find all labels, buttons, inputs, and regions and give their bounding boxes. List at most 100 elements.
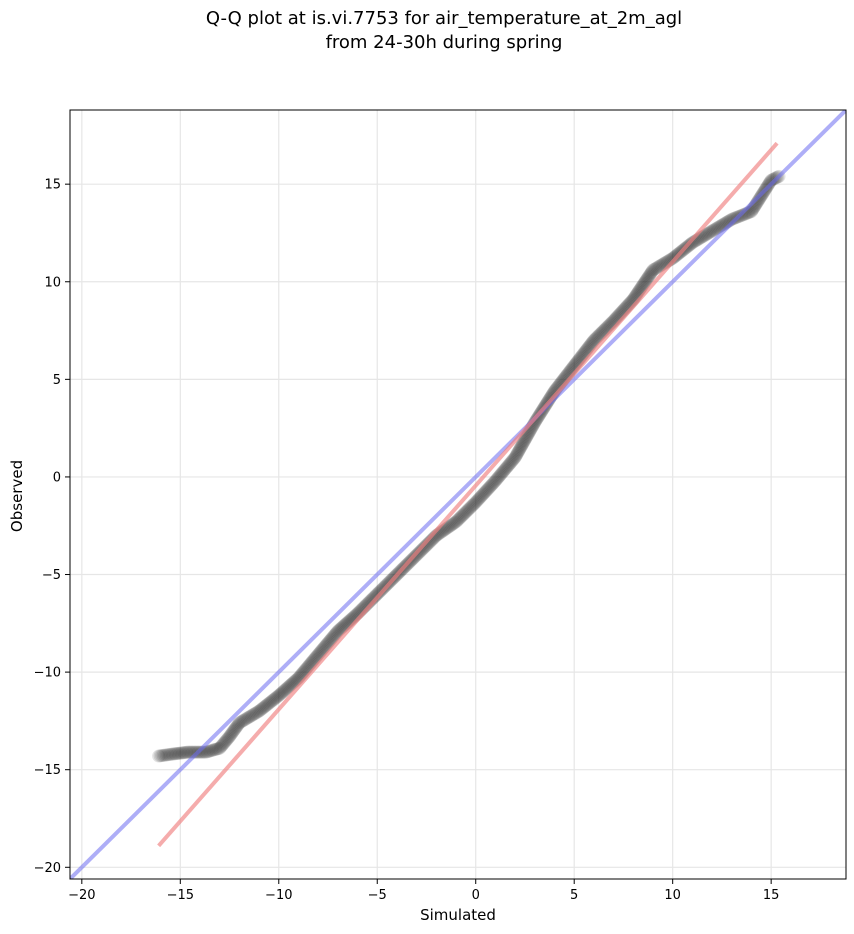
qq-point <box>644 265 658 279</box>
qq-point <box>325 631 339 645</box>
qq-point <box>491 470 505 484</box>
qq-point <box>518 432 532 446</box>
y-tick-label: −15 <box>34 763 61 778</box>
qq-point <box>278 683 292 697</box>
qq-point <box>227 723 241 737</box>
grid-lines <box>70 110 846 879</box>
qq-point <box>464 500 478 514</box>
qq-point <box>217 737 231 751</box>
qq-point <box>450 514 464 528</box>
qq-point <box>153 749 167 763</box>
qq-point <box>484 478 498 492</box>
qq-point <box>503 456 517 470</box>
qq-point <box>286 676 300 690</box>
qq-point <box>644 267 658 281</box>
qq-point <box>231 718 245 732</box>
qq-point <box>173 746 187 760</box>
qq-point <box>258 700 272 714</box>
qq-point <box>236 714 250 728</box>
qq-point <box>263 696 277 710</box>
qq-point <box>453 510 467 524</box>
qq-point <box>480 483 494 497</box>
qq-point <box>330 625 344 639</box>
y-tick-label: 5 <box>53 373 61 388</box>
qq-point <box>447 517 461 531</box>
qq-point <box>223 730 237 744</box>
x-tick-label: 10 <box>664 888 681 903</box>
qq-point <box>509 449 523 463</box>
chart-title-line2: from 24-30h during spring <box>326 32 563 53</box>
qq-point <box>210 742 224 756</box>
qq-point <box>645 264 659 278</box>
qq-point <box>152 749 166 763</box>
qq-point <box>590 330 604 344</box>
qq-point <box>514 440 528 454</box>
qq-point <box>701 226 715 240</box>
qq-point <box>164 747 178 761</box>
qq-point <box>582 339 596 353</box>
qq-point <box>481 482 495 496</box>
qq-point <box>592 328 606 342</box>
qq-point <box>511 445 525 459</box>
qq-point <box>266 693 280 707</box>
qq-point <box>482 481 496 495</box>
qq-point <box>155 749 169 763</box>
qq-point <box>252 704 266 718</box>
qq-point <box>251 705 265 719</box>
x-tick-label: 5 <box>570 888 578 903</box>
qq-point <box>242 710 256 724</box>
qq-point <box>273 688 287 702</box>
qq-point <box>220 733 234 747</box>
qq-point <box>642 269 656 283</box>
qq-point <box>459 505 473 519</box>
qq-point <box>634 280 648 294</box>
qq-point <box>268 691 282 705</box>
qq-point <box>705 224 719 238</box>
qq-point <box>462 502 476 516</box>
qq-point <box>487 475 501 489</box>
qq-point <box>637 276 651 290</box>
qq-point <box>177 746 191 760</box>
qq-point <box>486 476 500 490</box>
qq-point <box>331 624 345 638</box>
qq-point <box>488 474 502 488</box>
qq-point <box>323 633 337 647</box>
qq-point <box>580 342 594 356</box>
qq-point <box>222 731 236 745</box>
qq-point <box>269 690 283 704</box>
qq-point <box>651 260 665 274</box>
qq-point <box>332 623 346 637</box>
qq-point <box>455 509 469 523</box>
qq-point <box>319 638 333 652</box>
qq-point <box>501 459 515 473</box>
qq-point <box>335 620 349 634</box>
identity-line <box>70 110 846 879</box>
qq-point <box>320 637 334 651</box>
qq-point <box>274 687 288 701</box>
qq-point <box>244 709 258 723</box>
qq-point <box>706 223 720 237</box>
qq-point <box>650 261 664 275</box>
qq-point <box>469 495 483 509</box>
qq-point <box>485 477 499 491</box>
qq-point <box>461 503 475 517</box>
qq-point <box>502 457 516 471</box>
qq-point <box>316 642 330 656</box>
qq-point <box>474 490 488 504</box>
qq-point <box>475 489 489 503</box>
qq-point <box>639 274 653 288</box>
qq-point <box>506 453 520 467</box>
qq-point <box>513 441 527 455</box>
qq-point <box>585 336 599 350</box>
y-tick-label: 0 <box>53 470 61 485</box>
qq-point <box>207 743 221 757</box>
qq-point <box>321 636 335 650</box>
qq-point <box>529 414 543 428</box>
qq-point <box>636 278 650 292</box>
qq-point <box>174 746 188 760</box>
qq-point <box>279 682 293 696</box>
qq-point <box>499 461 513 475</box>
qq-point <box>248 706 262 720</box>
qq-point <box>326 630 340 644</box>
